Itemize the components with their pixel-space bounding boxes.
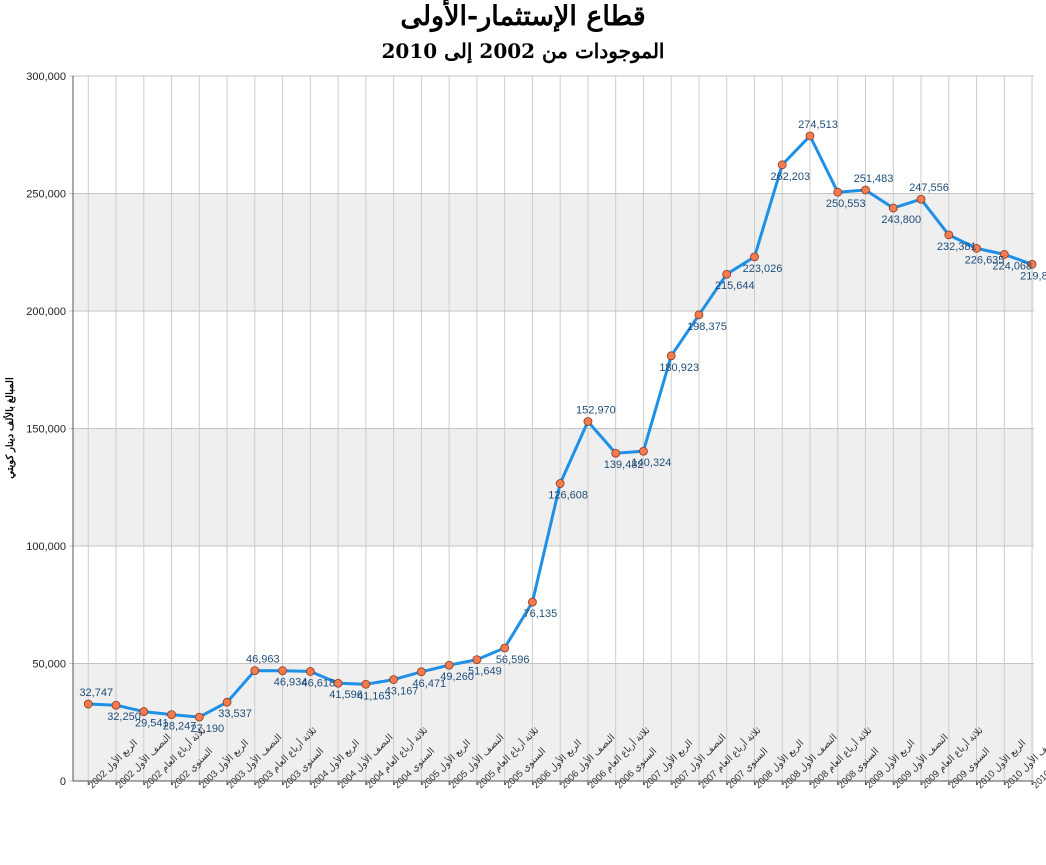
- y-tick-label: 150,000: [26, 424, 66, 436]
- data-point: [861, 185, 870, 195]
- data-point: [722, 269, 732, 279]
- data-point: [333, 678, 343, 688]
- data-label: 152,970: [576, 405, 616, 417]
- data-label: 76,135: [524, 608, 558, 620]
- y-tick-label: 50,000: [32, 659, 66, 671]
- y-axis-label: المبالغ بالألف دينار كويتي: [4, 377, 16, 479]
- data-point: [1027, 259, 1037, 269]
- grid-band: [73, 663, 1034, 781]
- data-point: [194, 712, 204, 722]
- data-label: 219,883: [1020, 270, 1046, 282]
- data-label: 262,203: [770, 171, 810, 183]
- data-label: 139,482: [604, 459, 644, 471]
- data-point: [944, 230, 954, 240]
- data-label: 215,644: [715, 280, 755, 292]
- data-point: [777, 160, 787, 170]
- data-label: 29,541: [135, 718, 169, 730]
- data-point: [250, 666, 260, 676]
- y-tick-label: 100,000: [26, 541, 66, 553]
- y-axis-ticks: 0 50,000 100,000 150,000 200,000 250,000 300,0…: [26, 71, 66, 788]
- data-point: [694, 310, 704, 320]
- data-label: 232,381: [937, 241, 977, 253]
- data-label: 46,471: [413, 678, 447, 690]
- data-point: [528, 597, 537, 607]
- data-point: [361, 679, 371, 689]
- grid-bands: [73, 193, 1034, 781]
- data-point: [167, 710, 176, 720]
- data-label: 28,247: [163, 721, 197, 733]
- data-label: 251,483: [854, 173, 894, 185]
- data-label: 51,649: [468, 666, 502, 678]
- data-point: [389, 675, 399, 684]
- data-label: 223,026: [743, 263, 783, 275]
- y-tick-label: 200,000: [26, 306, 66, 318]
- data-label: 33,537: [218, 708, 252, 720]
- chart-subtitle: الموجودات من 2002 إلى 2010: [381, 39, 665, 63]
- data-point: [916, 194, 926, 204]
- data-label: 250,553: [826, 198, 866, 210]
- data-point: [750, 252, 759, 262]
- y-tick-label: 300,000: [26, 71, 66, 83]
- data-point: [305, 667, 315, 676]
- data-point: [611, 448, 621, 458]
- data-label: 126,608: [548, 489, 588, 501]
- data-label: 49,260: [440, 671, 474, 683]
- data-point: [472, 655, 482, 665]
- data-label: 226,635: [965, 254, 1005, 266]
- data-label: 247,556: [909, 182, 949, 194]
- data-point: [805, 131, 815, 141]
- data-label: 41,596: [329, 689, 363, 701]
- data-label: 274,513: [798, 119, 838, 131]
- chart-title: قطاع الإستثمار-الأولى: [400, 1, 646, 32]
- grid-band: [73, 193, 1034, 311]
- data-point: [500, 643, 510, 653]
- data-point: [999, 250, 1009, 259]
- data-point: [972, 244, 981, 253]
- y-tick-label: 250,000: [26, 189, 66, 201]
- data-label: 198,375: [687, 321, 727, 333]
- data-label: 243,800: [881, 214, 921, 226]
- data-label: 140,324: [632, 457, 672, 469]
- data-point: [639, 446, 648, 456]
- data-point: [666, 351, 676, 361]
- grid-band: [73, 428, 1034, 546]
- data-point: [555, 479, 565, 488]
- data-point: [222, 697, 232, 707]
- series-markers: [83, 131, 1037, 722]
- data-point: [278, 666, 287, 676]
- data-point: [83, 699, 93, 709]
- data-label: 41,163: [357, 690, 391, 702]
- data-point: [444, 660, 454, 670]
- data-point: [888, 203, 898, 213]
- data-label: 32,250: [107, 711, 141, 723]
- data-point: [111, 700, 121, 710]
- axes: [72, 76, 1034, 782]
- data-label: 180,923: [659, 362, 699, 374]
- y-tick-label: 0: [60, 776, 66, 788]
- data-label: 46,963: [246, 654, 280, 666]
- data-label: 46,618: [302, 677, 336, 689]
- data-point: [139, 707, 149, 716]
- data-label: 27,190: [190, 723, 224, 735]
- data-label: 43,167: [385, 686, 419, 698]
- data-label: 224,068: [992, 260, 1032, 272]
- data-point: [583, 417, 593, 426]
- data-point: [416, 667, 426, 677]
- data-point: [833, 187, 843, 197]
- data-label: 32,747: [79, 687, 113, 699]
- data-label: 56,596: [496, 654, 530, 666]
- data-label: 46,934: [274, 677, 308, 689]
